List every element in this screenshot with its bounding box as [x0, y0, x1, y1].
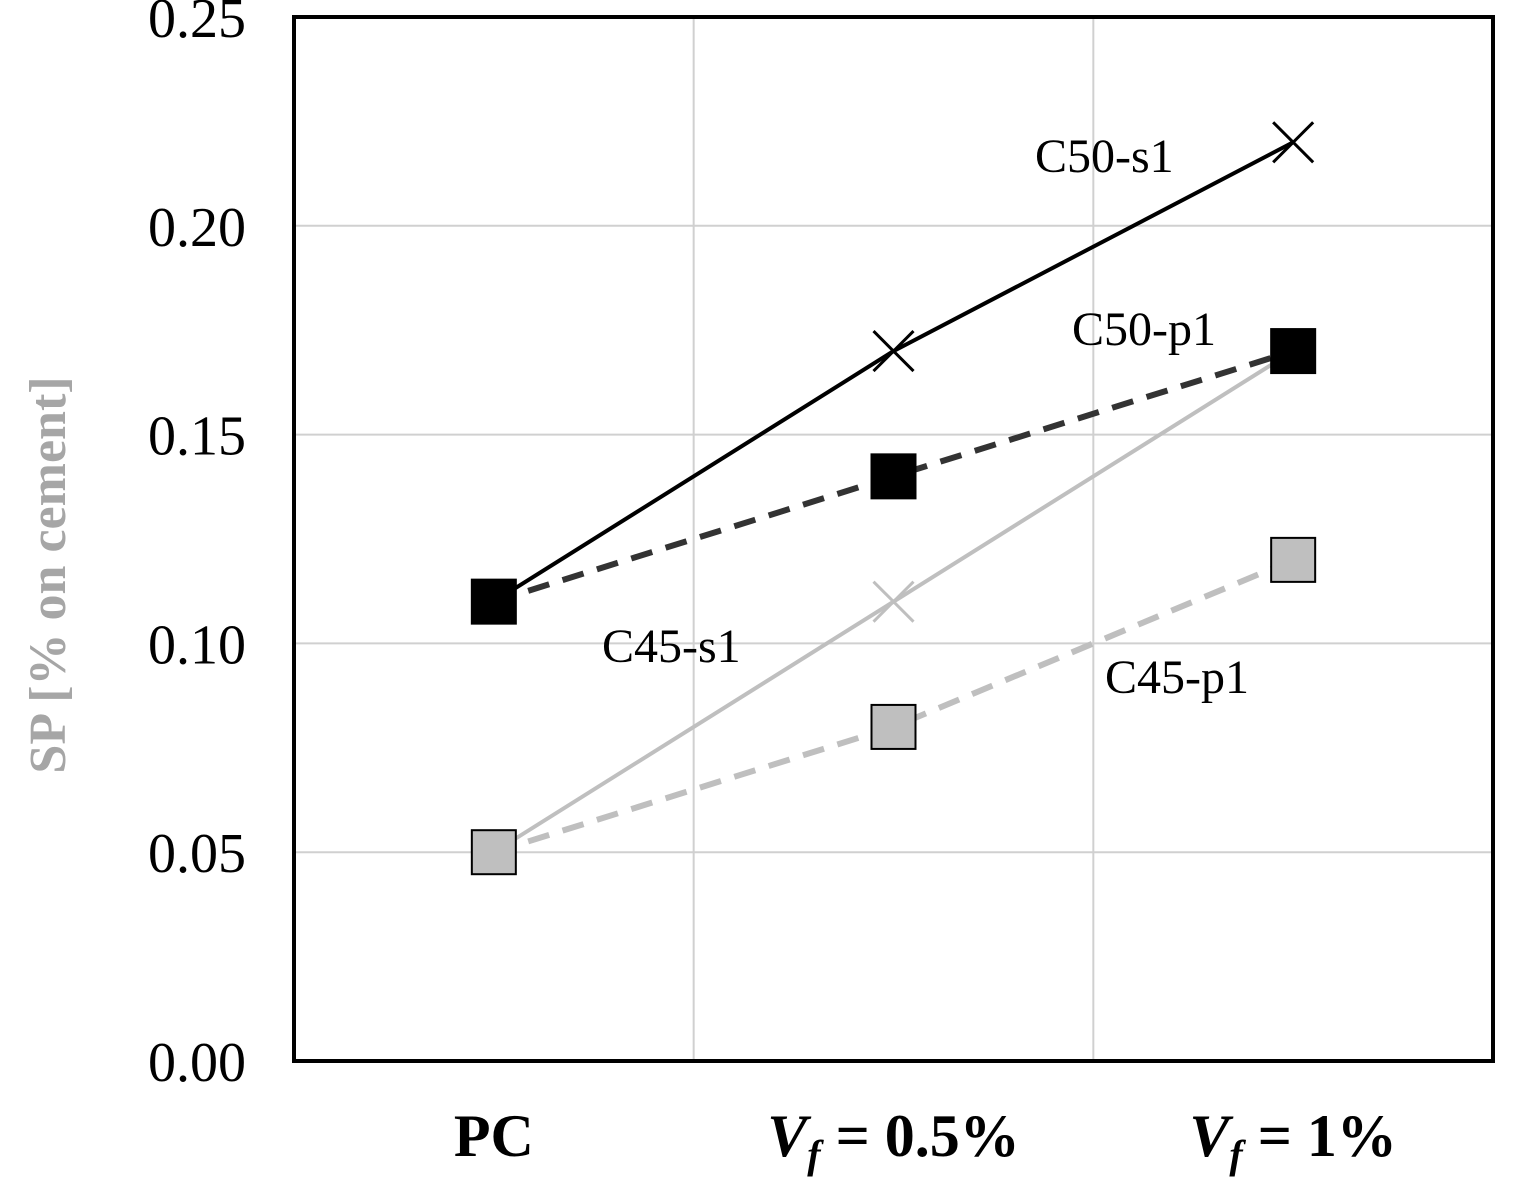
y-tick-label-5: 0.25: [148, 0, 246, 50]
annotation-c50-s1: C50-s1: [1035, 130, 1174, 183]
y-tick-label-2: 0.10: [148, 614, 246, 676]
markers-group: [470, 121, 1317, 876]
annotation-c45-s1: C45-s1: [602, 620, 741, 673]
y-tick-label-1: 0.05: [148, 823, 246, 885]
series-line-c50-p1: [492, 348, 1295, 605]
y-tick-label-3: 0.15: [148, 406, 246, 468]
y-tick-label-0: 0.00: [148, 1032, 246, 1094]
annotation-c50-p1: C50-p1: [1072, 303, 1216, 356]
x-category-labels: PC Vf = 0.5% Vf = 1%: [454, 1103, 1397, 1177]
x-category-label-0: PC: [454, 1103, 534, 1169]
series-line-c50-s1: [492, 140, 1295, 604]
point-c45-p1-0: [470, 829, 517, 876]
annotation-c45-p1: C45-p1: [1105, 651, 1249, 704]
point-c50-s1-1: [872, 330, 915, 373]
point-c45-p1-1: [870, 703, 917, 750]
y-tick-label-4: 0.20: [148, 197, 246, 259]
x-category-label-1: Vf = 0.5%: [767, 1103, 1020, 1177]
point-c45-s1-1-stroke-b: [872, 580, 915, 623]
point-c50-p1-0: [470, 578, 517, 625]
point-c50-s1-2: [1272, 121, 1315, 164]
point-c45-s1-1: [872, 580, 915, 623]
y-tick-labels: 0.00 0.05 0.10 0.15 0.20 0.25: [148, 0, 246, 1094]
x-category-label-2: Vf = 1%: [1189, 1103, 1397, 1177]
point-c50-s1-1-stroke-b: [872, 330, 915, 373]
y-axis-label: SP [% on cement]: [20, 376, 77, 773]
point-c50-p1-2: [1270, 328, 1317, 375]
plot-frame: [292, 15, 1495, 1063]
point-c50-s1-2-stroke-b: [1272, 121, 1315, 164]
point-c50-p1-1: [870, 453, 917, 500]
point-c45-p1-2: [1270, 536, 1317, 583]
